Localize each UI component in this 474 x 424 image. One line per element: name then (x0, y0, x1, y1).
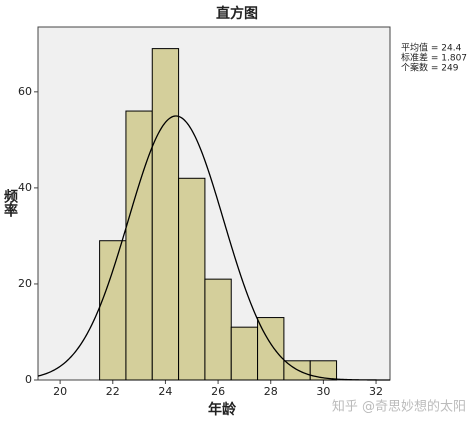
bar (125, 110, 153, 381)
normal-curve (37, 115, 390, 381)
bar (230, 326, 259, 381)
y-axis-label: 频率 (2, 188, 18, 218)
x-tick-label: 32 (369, 385, 383, 398)
x-tick-label: 26 (211, 385, 225, 398)
bar (309, 360, 338, 381)
x-tick-label: 20 (53, 385, 67, 398)
x-tick-label: 24 (158, 385, 172, 398)
x-tick-label: 22 (106, 385, 120, 398)
stat-label: 个案数 = 249 (401, 62, 459, 74)
bar (204, 278, 232, 381)
x-axis-label: 年龄 (208, 401, 237, 418)
y-tick-label: 0 (25, 373, 32, 386)
stat-label: 平均值 = 24.4 (401, 42, 462, 54)
y-tick-label: 20 (18, 277, 32, 290)
bar (99, 240, 127, 381)
chart-title: 直方图 (216, 5, 258, 22)
bar (151, 48, 180, 381)
x-tick-label: 28 (264, 385, 278, 398)
stat-label: 标准差 = 1.807 (401, 52, 467, 64)
y-tick-label: 40 (18, 181, 32, 194)
x-tick-label: 30 (316, 385, 330, 398)
watermark: 知乎 @奇思妙想的太阳 (332, 399, 466, 415)
y-tick-label: 60 (18, 85, 32, 98)
bar (178, 177, 206, 381)
